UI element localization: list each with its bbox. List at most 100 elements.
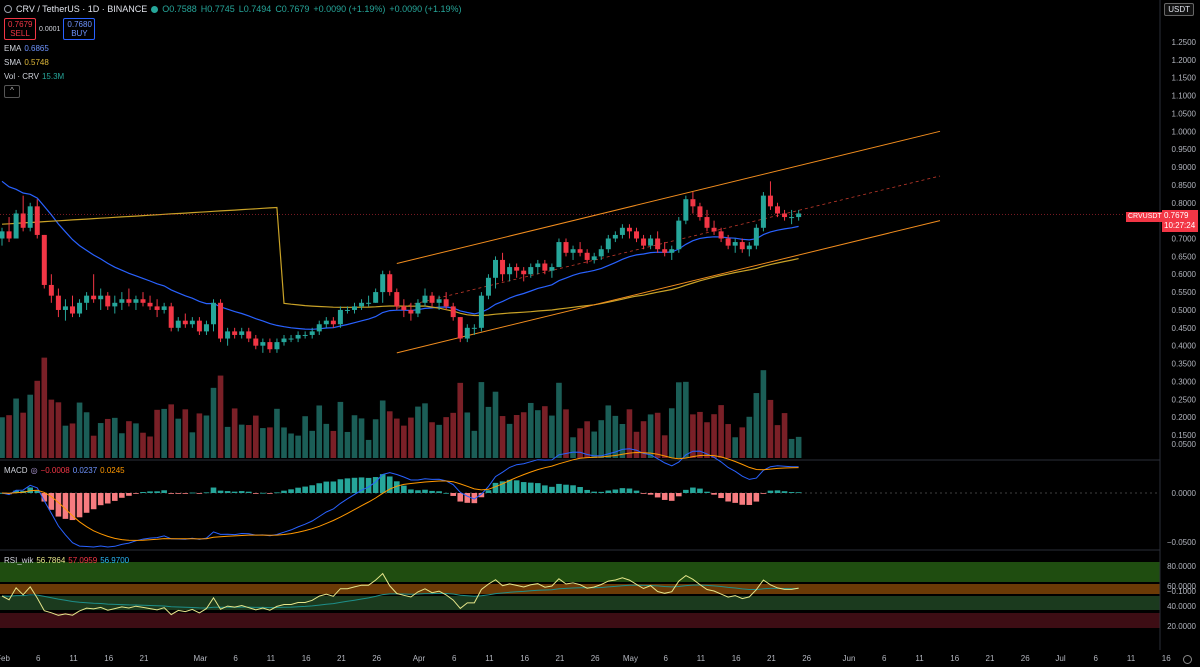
candle-body (556, 242, 562, 268)
candle-body (366, 302, 372, 304)
candle-body (140, 299, 146, 303)
macd-histogram-bar (527, 482, 534, 493)
sell-price: 0.7679 (8, 20, 33, 29)
time-tick-label: Feb (0, 654, 10, 663)
macd-histogram-bar (542, 485, 548, 493)
volume-legend[interactable]: Vol · CRV 15.3M (4, 72, 64, 81)
candle-body (648, 238, 654, 246)
macd-histogram-bar (697, 488, 703, 493)
macd-histogram-bar (605, 490, 612, 493)
time-tick-label: Jun (843, 654, 856, 663)
candle-body (182, 320, 188, 325)
symbol-title[interactable]: CRV / TetherUS · 1D · BINANCE (16, 4, 148, 14)
rsi-middle-band (0, 584, 1160, 594)
volume-bar (203, 415, 210, 458)
visibility-icon[interactable] (4, 5, 12, 13)
channel-upper-line (396, 130, 941, 264)
time-tick-label: 11 (1127, 654, 1136, 663)
candle-body (344, 309, 350, 311)
volume-bar (429, 422, 435, 458)
candle-body (62, 306, 68, 310)
macd-histogram-bar (69, 493, 76, 521)
candle-body (48, 284, 54, 296)
volume-label: Vol · CRV (4, 72, 39, 81)
volume-bar (732, 437, 738, 458)
macd-histogram-bar (739, 493, 746, 505)
candle-body (767, 195, 773, 207)
volume-bar (549, 415, 555, 458)
macd-line-value: 0.0237 (72, 466, 98, 475)
macd-histogram-bar (520, 482, 527, 493)
time-tick-label: 16 (1162, 654, 1171, 663)
candle-body (697, 206, 703, 218)
candle-body (415, 302, 421, 314)
macd-tick-label: 0.0500 (1172, 440, 1197, 449)
volume-bar (570, 437, 576, 458)
macd-histogram-bar (394, 481, 400, 493)
buy-button[interactable]: 0.7680 BUY (63, 18, 96, 40)
candle-body (563, 242, 569, 253)
macd-histogram-bar (112, 493, 118, 501)
candle-body (105, 295, 111, 307)
candle-body (535, 263, 541, 268)
volume-bar (253, 415, 259, 458)
sell-button[interactable]: 0.7679 SELL (4, 18, 36, 40)
candle-body (260, 342, 266, 346)
volume-bar (260, 428, 266, 458)
macd-histogram-bar (379, 474, 386, 493)
currency-button[interactable]: USDT (1164, 3, 1194, 16)
volume-bar (753, 393, 760, 458)
candle-body (669, 249, 675, 253)
volume-bar (471, 430, 478, 458)
candle-body (232, 331, 238, 335)
macd-histogram-bar (556, 483, 562, 493)
volume-bar (90, 435, 97, 458)
ema-legend[interactable]: EMA 0.6865 (4, 44, 49, 53)
macd-histogram-bar (661, 493, 668, 500)
volume-bar (27, 394, 33, 458)
candle-body (549, 267, 555, 271)
candle-body (34, 206, 40, 235)
volume-bar (189, 432, 196, 458)
candle-body (288, 338, 294, 340)
rsi-bands (0, 562, 1160, 628)
candle-body (133, 299, 139, 303)
sell-label: SELL (10, 29, 30, 38)
macd-histogram-bar (27, 487, 33, 493)
collapse-legend-button[interactable]: ^ (4, 85, 20, 98)
volume-bar (563, 409, 569, 458)
macd-histogram-bar (683, 489, 689, 493)
macd-legend[interactable]: MACD ◎ −0.0008 0.0237 0.0245 (4, 466, 125, 475)
macd-histogram-bar (711, 493, 717, 495)
macd-histogram-bar (774, 490, 781, 493)
volume-bar (676, 382, 682, 458)
volume-bar (661, 435, 668, 458)
macd-histogram-bar (450, 493, 456, 496)
rsi-legend[interactable]: RSI_wik 56.7864 57.0959 56.9700 (4, 556, 129, 565)
time-tick-label: 26 (1021, 654, 1030, 663)
macd-histogram-bar (217, 490, 224, 493)
low-value: L0.7494 (238, 4, 272, 14)
settings-gear-icon[interactable] (1183, 655, 1192, 664)
macd-histogram-bar (90, 493, 97, 510)
volume-bar (795, 436, 802, 458)
sma-legend[interactable]: SMA 0.5748 (4, 58, 49, 67)
time-tick-label: Mar (194, 654, 208, 663)
macd-histogram-bar (281, 490, 287, 493)
candle-body (704, 217, 710, 228)
price-tick-label: 1.2500 (1172, 38, 1197, 47)
volume-bar (760, 370, 767, 458)
volume-bar (535, 410, 541, 458)
candle-body (683, 199, 689, 221)
rsi-tick-label: 20.0000 (1167, 622, 1196, 631)
price-tick-label: 1.1500 (1172, 74, 1197, 83)
market-open-icon (151, 5, 159, 13)
volume-bar (457, 382, 464, 458)
macd-histogram-bar (767, 490, 774, 493)
trend-channel[interactable] (396, 130, 941, 354)
volume-bar (683, 381, 689, 458)
volume-bar (295, 435, 301, 458)
volume-bar (626, 409, 633, 458)
candle-body (753, 227, 759, 246)
